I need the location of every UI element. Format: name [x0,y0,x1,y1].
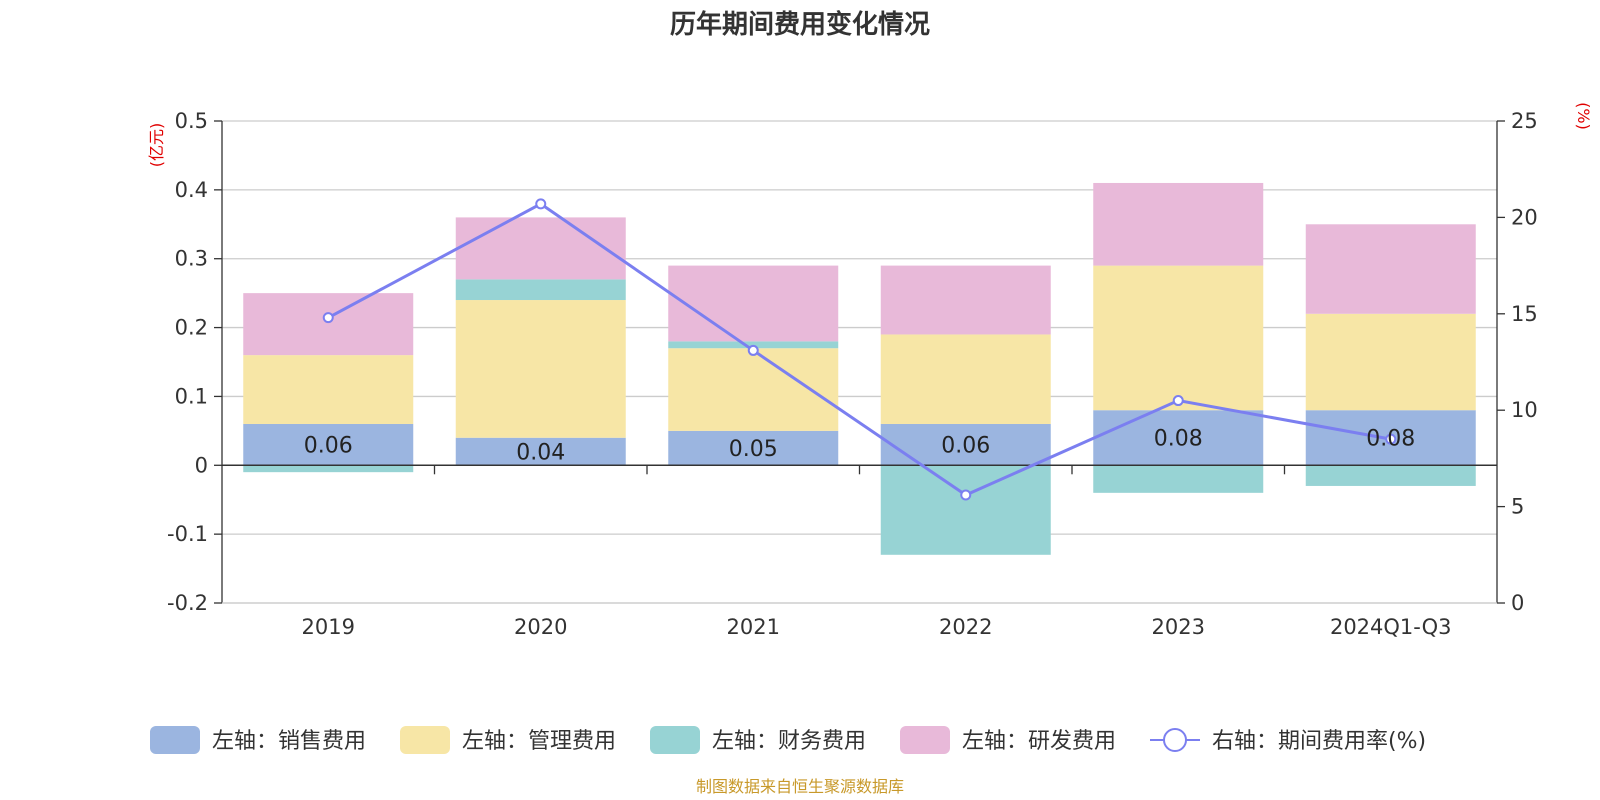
bar-segment [455,217,626,280]
category-label: 2023 [1152,615,1205,639]
legend-item[interactable]: 左轴：财务费用 [650,726,866,754]
bar-segment [243,465,414,473]
bar-segment [1093,265,1264,411]
left-tick-label: 0.1 [175,384,208,408]
left-tick-label: 0.4 [175,178,208,202]
legend-item[interactable]: 左轴：管理费用 [400,726,616,754]
legend-swatch [900,726,950,754]
data-label: 0.06 [941,434,990,459]
rate-line [322,198,1397,501]
bar-segment [1305,313,1476,411]
data-label: 0.06 [304,434,353,459]
left-tick-label: 0.5 [175,109,208,133]
category-label: 2019 [302,615,355,639]
bar-segment [880,465,1051,555]
data-label: 0.08 [1366,427,1415,452]
bar-segment [1305,224,1476,314]
legend-item[interactable]: 右轴：期间费用率(%) [1150,728,1426,754]
bar-segment [668,341,839,349]
data-label: 0.05 [729,437,778,462]
left-tick-label: -0.2 [167,591,208,615]
right-tick-label: 5 [1511,495,1524,519]
legend-swatch [650,726,700,754]
source-note: 制图数据来自恒生聚源数据库 [696,777,904,796]
left-tick-label: 0 [195,453,208,477]
left-tick-label: 0.2 [175,316,208,340]
legend-item[interactable]: 左轴：研发费用 [900,726,1116,754]
legend-label: 右轴：期间费用率(%) [1212,729,1426,754]
legend-item[interactable]: 左轴：销售费用 [150,726,366,754]
bar-segment [668,430,839,466]
bar-segment [1093,465,1264,493]
legend-label: 左轴：财务费用 [712,729,866,754]
rate-point [535,198,547,210]
rate-line-path [327,202,1392,497]
chart-title: 历年期间费用变化情况 [670,9,930,40]
bar-segment [668,265,839,342]
bars [243,182,1476,555]
left-axis-unit: (亿元) [147,123,166,168]
bar-segment [455,300,626,438]
bar-segment [1305,465,1476,486]
rate-point [1385,433,1397,445]
right-tick-label: 25 [1511,109,1538,133]
rate-point [1172,395,1184,407]
right-tick-label: 20 [1511,205,1538,229]
bar-segment [243,293,414,356]
legend-label: 左轴：管理费用 [462,729,616,754]
data-label: 0.04 [516,441,565,466]
legend-marker [1163,728,1187,752]
bar-segment [455,437,626,466]
category-label: 2022 [939,615,992,639]
legend-swatch [150,726,200,754]
legend-swatch [400,726,450,754]
bar-segment [880,334,1051,424]
right-tick-label: 0 [1511,591,1524,615]
left-tick-label: -0.1 [167,522,208,546]
right-tick-label: 15 [1511,302,1538,326]
bar-segment [243,355,414,424]
axes: 0.5 0.4 0.3 0.2 0.1 0 -0.1 -0.2 25 20 15 10 5 0 2019 20… [167,109,1538,639]
left-tick-label: 0.3 [175,247,208,271]
bar-segment [880,423,1051,466]
legend-label: 左轴：销售费用 [212,729,366,754]
right-tick-label: 10 [1511,398,1538,422]
right-axis-unit: (%) [1574,102,1593,130]
data-labels: 0.06 0.04 0.05 0.06 0.08 0.08 [304,427,1415,466]
category-label: 2024Q1-Q3 [1330,615,1452,639]
bar-segment [455,279,626,301]
legend[interactable]: 左轴：销售费用 左轴：管理费用 左轴：财务费用 左轴：研发费用 右轴：期间费用率(%) [150,726,1426,754]
bar-segment [243,423,414,466]
rate-point [322,312,334,324]
rate-point [747,344,759,356]
category-label: 2020 [514,615,567,639]
data-label: 0.08 [1154,427,1203,452]
bar-segment [880,265,1051,335]
category-label: 2021 [727,615,780,639]
bar-segment [1093,410,1264,466]
legend-label: 左轴：研发费用 [962,729,1116,754]
rate-point [960,489,972,501]
bar-segment [1093,182,1264,266]
